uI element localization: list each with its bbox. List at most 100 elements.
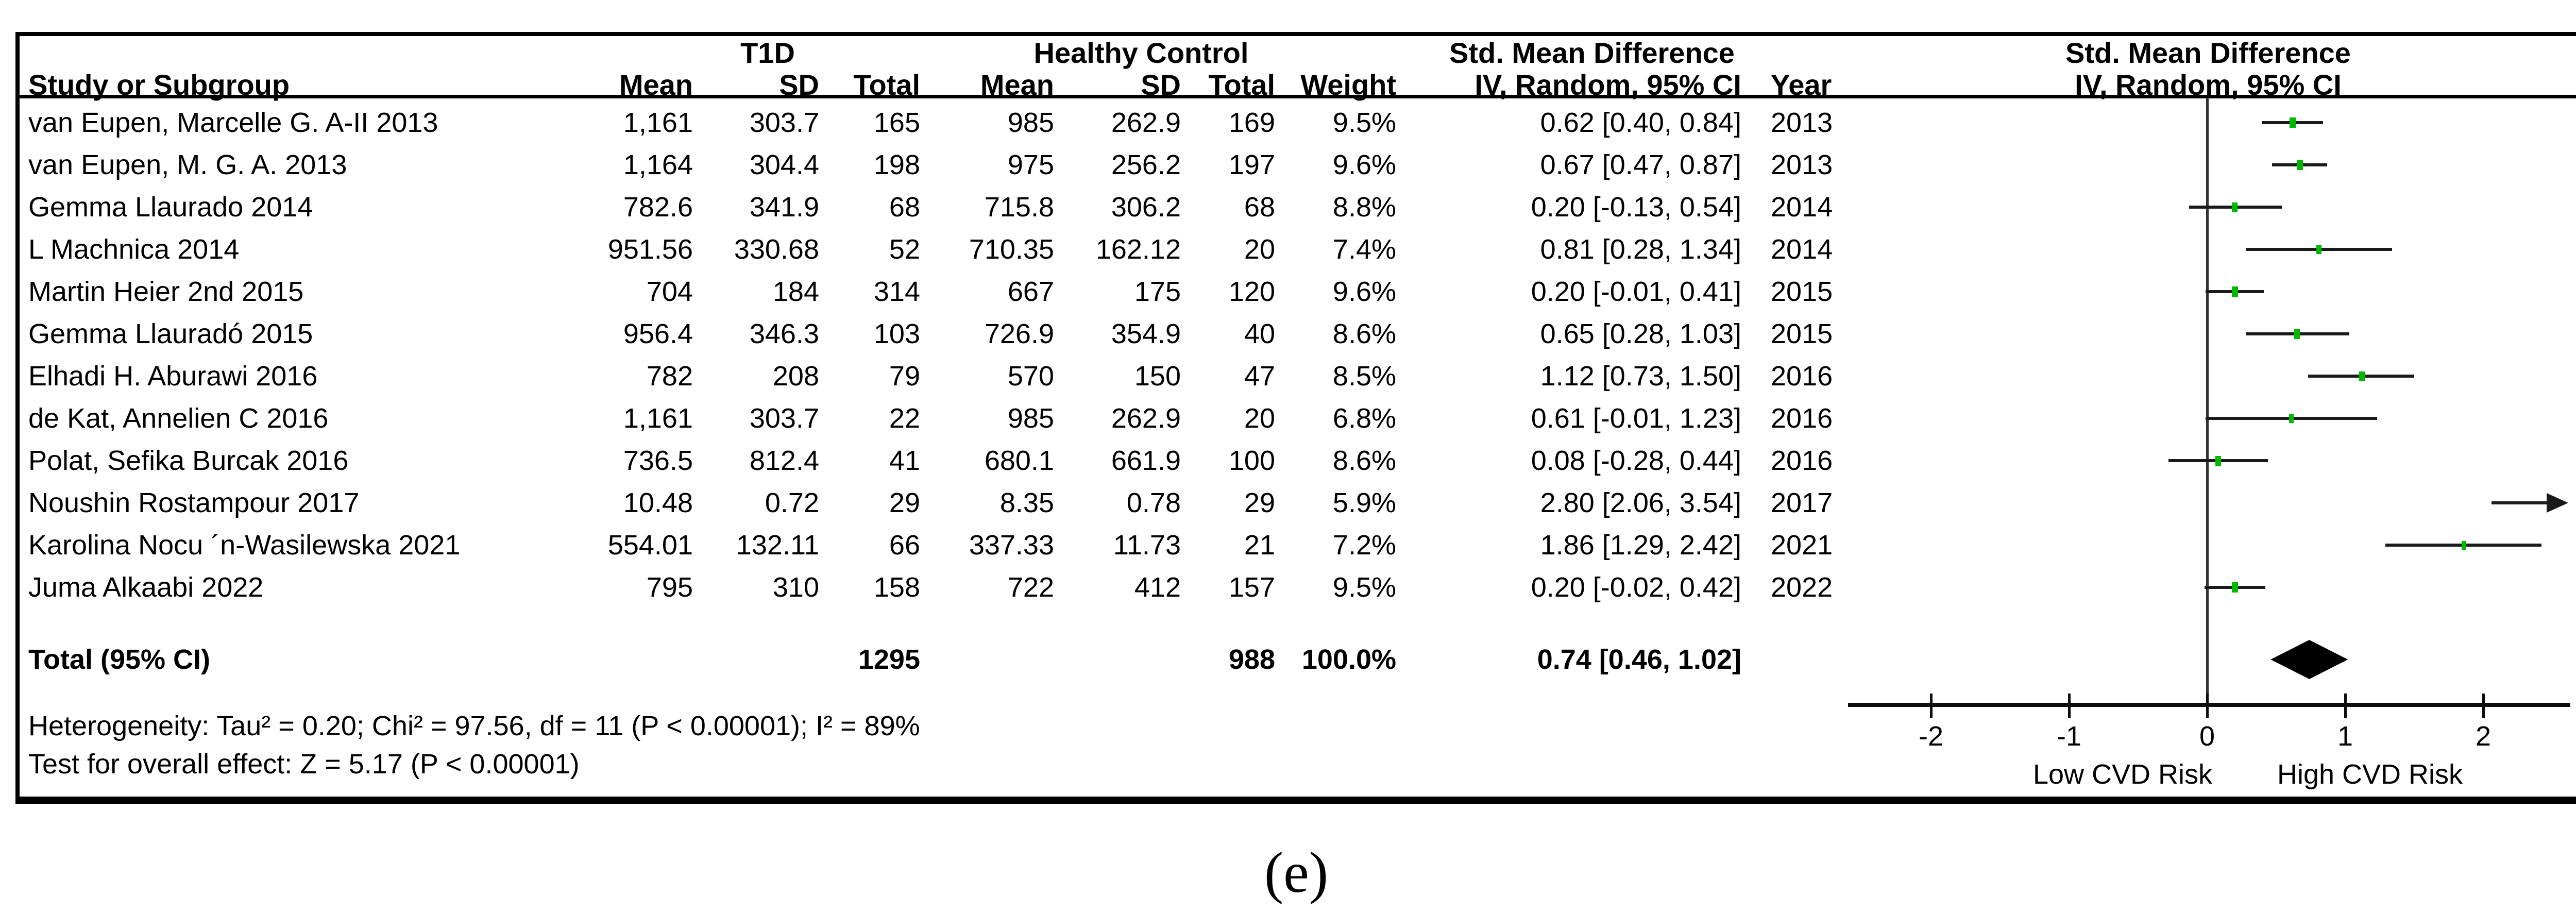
effect-marker: [2316, 245, 2322, 254]
col-header-year: Year: [1771, 69, 1832, 101]
study-name-cell: van Eupen, M. G. A. 2013: [28, 149, 347, 180]
t1d-total-cell: 158: [873, 572, 920, 603]
t1d-mean-cell: 1,161: [623, 403, 693, 434]
total-row: Total (95% CI) 1295 988 100.0% 0.74 [0.4…: [28, 638, 1837, 681]
control-total-cell: 169: [1228, 107, 1275, 138]
figure-caption: (e): [1264, 841, 1329, 905]
year-cell: 2016: [1771, 445, 1833, 476]
control-mean-cell: 726.9: [984, 318, 1054, 349]
control-mean-cell: 710.35: [969, 234, 1054, 265]
t1d-total-cell: 314: [873, 276, 920, 307]
study-row: L Machnica 2014 951.56 330.68 52 710.35 162.1…: [28, 228, 1837, 270]
col-header-sd-t1d: SD: [779, 69, 819, 101]
t1d-total-cell: 52: [889, 234, 920, 265]
effect-marker: [2231, 286, 2238, 297]
control-sd-cell: 661.9: [1111, 445, 1181, 476]
t1d-total-cell: 165: [873, 107, 920, 138]
control-sd-cell: 150: [1134, 361, 1181, 392]
control-mean-cell: 8.35: [999, 487, 1054, 518]
weight-cell: 9.6%: [1332, 276, 1396, 307]
weight-cell: 8.5%: [1332, 361, 1396, 392]
t1d-mean-cell: 10.48: [623, 487, 693, 518]
effect-marker: [2215, 455, 2221, 466]
total-ci: 0.74 [0.46, 1.02]: [1537, 644, 1741, 675]
weight-cell: 8.6%: [1332, 445, 1396, 476]
t1d-sd-cell: 184: [772, 276, 819, 307]
t1d-mean-cell: 1,161: [623, 107, 693, 138]
effect-marker: [2289, 414, 2294, 423]
ci-cell: 0.61 [-0.01, 1.23]: [1531, 403, 1741, 434]
ci-cell: 0.67 [0.47, 0.87]: [1540, 149, 1741, 180]
plot-frame: [15, 32, 2576, 804]
t1d-sd-cell: 208: [772, 361, 819, 392]
control-sd-cell: 175: [1134, 276, 1181, 307]
t1d-mean-cell: 736.5: [623, 445, 693, 476]
study-name-cell: van Eupen, Marcelle G. A-II 2013: [28, 107, 438, 138]
control-total-cell: 20: [1244, 234, 1275, 265]
t1d-mean-cell: 782.6: [623, 192, 693, 223]
control-mean-cell: 722: [1007, 572, 1054, 603]
axis-tick: [2344, 694, 2347, 718]
col-header-weight: Weight: [1300, 69, 1396, 101]
year-cell: 2016: [1771, 403, 1833, 434]
control-sd-cell: 262.9: [1111, 107, 1181, 138]
axis-tick-label: -2: [1918, 721, 1943, 752]
study-row: van Eupen, M. G. A. 2013 1,164 304.4 198 975…: [28, 144, 1837, 186]
effect-marker: [2359, 371, 2365, 381]
control-mean-cell: 985: [1007, 107, 1054, 138]
control-mean-cell: 570: [1007, 361, 1054, 392]
control-total-cell: 157: [1228, 572, 1275, 603]
study-row: van Eupen, Marcelle G. A-II 2013 1,161 303…: [28, 102, 1837, 144]
control-total-cell: 120: [1228, 276, 1275, 307]
ci-cell: 0.08 [-0.28, 0.44]: [1531, 445, 1741, 476]
ci-cell: 2.80 [2.06, 3.54]: [1540, 487, 1741, 518]
t1d-sd-cell: 812.4: [749, 445, 819, 476]
ci-cell: 0.65 [0.28, 1.03]: [1540, 318, 1741, 349]
study-name-cell: Juma Alkaabi 2022: [28, 572, 264, 603]
zero-line: [2206, 98, 2209, 705]
control-total-cell: 40: [1244, 318, 1275, 349]
study-row: Martin Heier 2nd 2015 704 184 314 667 175 120 9…: [28, 270, 1837, 313]
axis-tick-label: -1: [2056, 721, 2081, 752]
smd-header-right: Std. Mean Difference: [2065, 37, 2351, 69]
t1d-total-cell: 22: [889, 403, 920, 434]
year-cell: 2013: [1771, 149, 1833, 180]
axis-tick-label: 1: [2337, 721, 2353, 752]
t1d-mean-cell: 704: [646, 276, 693, 307]
t1d-mean-cell: 956.4: [623, 318, 693, 349]
effect-marker: [2296, 160, 2303, 170]
group-header-control: Healthy Control: [1033, 37, 1249, 69]
t1d-mean-cell: 951.56: [607, 234, 693, 265]
group-header-t1d: T1D: [740, 37, 795, 69]
overall-effect-text: Test for overall effect: Z = 5.17 (P < 0…: [28, 749, 580, 780]
study-row: Gemma Llaurado 2014 782.6 341.9 68 715.8 306.…: [28, 186, 1837, 228]
control-sd-cell: 256.2: [1111, 149, 1181, 180]
study-name-cell: L Machnica 2014: [28, 234, 240, 265]
control-mean-cell: 715.8: [984, 192, 1054, 223]
study-name-cell: Martin Heier 2nd 2015: [28, 276, 304, 307]
study-row: Karolina Nocu ´n-Wasilewska 2021 554.01 13…: [28, 524, 1837, 566]
header-rule: [15, 95, 2576, 98]
effect-marker: [2290, 117, 2296, 128]
smd-header-left: Std. Mean Difference: [1449, 37, 1735, 69]
control-total-cell: 100: [1228, 445, 1275, 476]
weight-cell: 8.8%: [1332, 192, 1396, 223]
year-cell: 2021: [1771, 530, 1833, 561]
year-cell: 2017: [1771, 487, 1833, 518]
year-cell: 2014: [1771, 192, 1833, 223]
control-mean-cell: 667: [1007, 276, 1054, 307]
study-row: Gemma Llauradó 2015 956.4 346.3 103 726.9 354…: [28, 313, 1837, 355]
weight-cell: 8.6%: [1332, 318, 1396, 349]
study-row: de Kat, Annelien C 2016 1,161 303.7 22 985 26…: [28, 397, 1837, 439]
t1d-total-cell: 29: [889, 487, 920, 518]
ci-cell: 1.86 [1.29, 2.42]: [1540, 530, 1741, 561]
col-header-total-t1d: Total: [853, 69, 920, 101]
col-header-ci: IV, Random, 95% CI: [1475, 69, 1741, 101]
t1d-sd-cell: 132.11: [736, 530, 819, 561]
axis-tick: [2068, 694, 2071, 718]
control-mean-cell: 337.33: [969, 530, 1054, 561]
control-sd-cell: 162.12: [1095, 234, 1181, 265]
t1d-total-cell: 103: [873, 318, 920, 349]
total-weight: 100.0%: [1301, 644, 1396, 675]
